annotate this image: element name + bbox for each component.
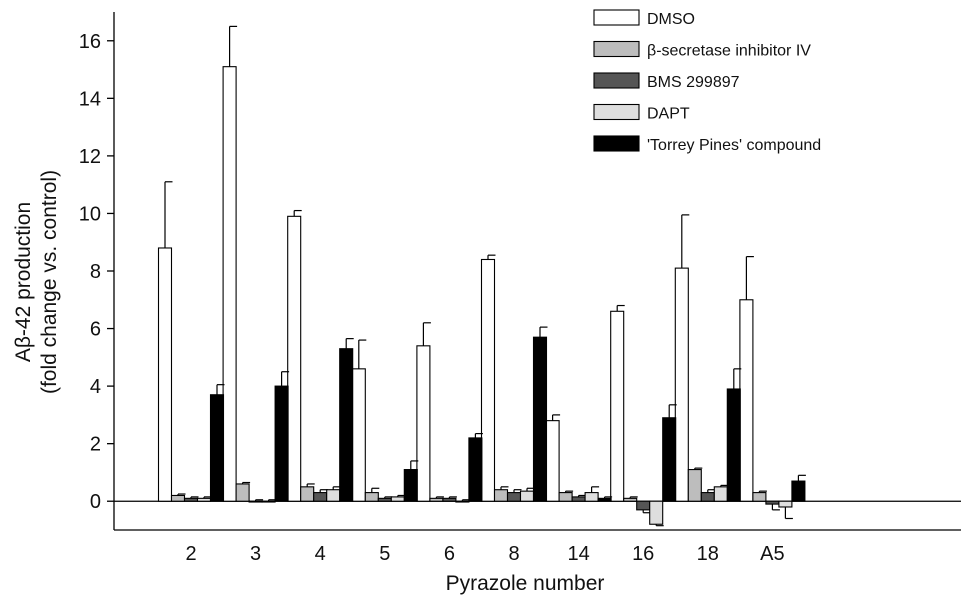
bar — [506, 492, 522, 502]
bar — [700, 492, 715, 502]
bar — [610, 310, 625, 502]
y-tick-label: 10 — [79, 203, 101, 225]
y-axis-title: Aβ-42 production (fold change vs. contro… — [12, 170, 61, 394]
x-tick-label: 3 — [250, 543, 261, 565]
x-tick-label: 18 — [697, 543, 719, 565]
y-tick-label: 12 — [79, 146, 101, 168]
legend-swatch — [593, 40, 640, 58]
bar — [326, 489, 341, 502]
bar — [196, 497, 212, 502]
bar — [170, 494, 186, 502]
bar — [739, 299, 754, 502]
bar — [468, 437, 483, 502]
legend-swatch — [593, 135, 640, 152]
x-tick-label: 5 — [379, 543, 390, 565]
y-tick-label: 0 — [90, 491, 101, 513]
bar — [662, 417, 677, 502]
bar — [726, 388, 741, 502]
x-tick-label: 14 — [567, 543, 589, 565]
bar — [584, 492, 599, 502]
bar — [274, 385, 289, 502]
bar — [222, 66, 237, 502]
legend-swatch — [593, 103, 640, 121]
bar — [687, 469, 702, 502]
bar — [261, 500, 276, 503]
bar — [248, 500, 263, 503]
bar — [558, 492, 573, 502]
bar — [532, 336, 548, 502]
bar — [416, 345, 431, 502]
bar — [300, 486, 315, 502]
bar — [351, 368, 366, 502]
x-tick-label: 4 — [315, 543, 326, 565]
bar — [429, 497, 444, 502]
bar — [713, 486, 728, 502]
bar — [442, 497, 457, 502]
bar — [364, 492, 379, 502]
bar — [157, 247, 173, 502]
bar — [493, 489, 509, 502]
bar — [339, 348, 354, 502]
x-axis-label: Pyrazole number — [446, 572, 605, 595]
bar — [571, 496, 586, 502]
bar — [778, 500, 793, 508]
bar — [480, 258, 496, 502]
bar — [649, 500, 664, 525]
legend-swatch — [593, 9, 640, 26]
plot-area: 0 2 4 6 8 10 12 14 16 2 3 4 5 6 8 14 16 18 A5 — [79, 12, 961, 565]
legend-label: β-secretase inhibitor IV — [647, 43, 811, 60]
bar — [209, 394, 225, 502]
x-tick-label: 2 — [185, 543, 196, 565]
bar — [287, 215, 302, 502]
bar — [636, 500, 651, 511]
x-tick-label: A5 — [760, 543, 784, 565]
y-axis-label-line2: (fold change vs. control) — [38, 170, 61, 394]
bar — [377, 497, 392, 502]
bar — [519, 490, 535, 502]
bar — [183, 497, 199, 502]
y-axis-label: Aβ-42 production — [12, 202, 35, 362]
bar — [403, 469, 418, 502]
x-tick-label: 6 — [444, 543, 455, 565]
y-tick-label: 6 — [90, 319, 101, 341]
bar — [752, 492, 767, 502]
bar — [313, 492, 328, 502]
legend-label: BMS 299897 — [647, 74, 740, 91]
bar — [235, 483, 250, 502]
bar — [597, 497, 612, 502]
x-tick-label: 16 — [632, 543, 654, 565]
bar — [390, 496, 405, 502]
y-tick-label: 16 — [79, 31, 101, 53]
y-tick-label: 14 — [79, 88, 101, 110]
y-tick-label: 8 — [90, 261, 101, 283]
bar — [623, 497, 638, 502]
y-tick-label: 2 — [90, 434, 101, 456]
legend-label: DAPT — [647, 106, 690, 123]
bar — [455, 500, 470, 503]
bar — [545, 420, 560, 502]
legend: DMSO β-secretase inhibitor IV BMS 299897 DA… — [593, 9, 821, 154]
bar — [674, 267, 689, 502]
legend-label: DMSO — [647, 11, 695, 28]
legend-label: 'Torrey Pines' compound — [647, 137, 821, 154]
legend-swatch — [593, 72, 640, 89]
bar — [791, 480, 806, 502]
bar — [765, 500, 780, 505]
y-tick-label: 4 — [90, 376, 101, 398]
x-tick-label: 8 — [508, 543, 519, 565]
